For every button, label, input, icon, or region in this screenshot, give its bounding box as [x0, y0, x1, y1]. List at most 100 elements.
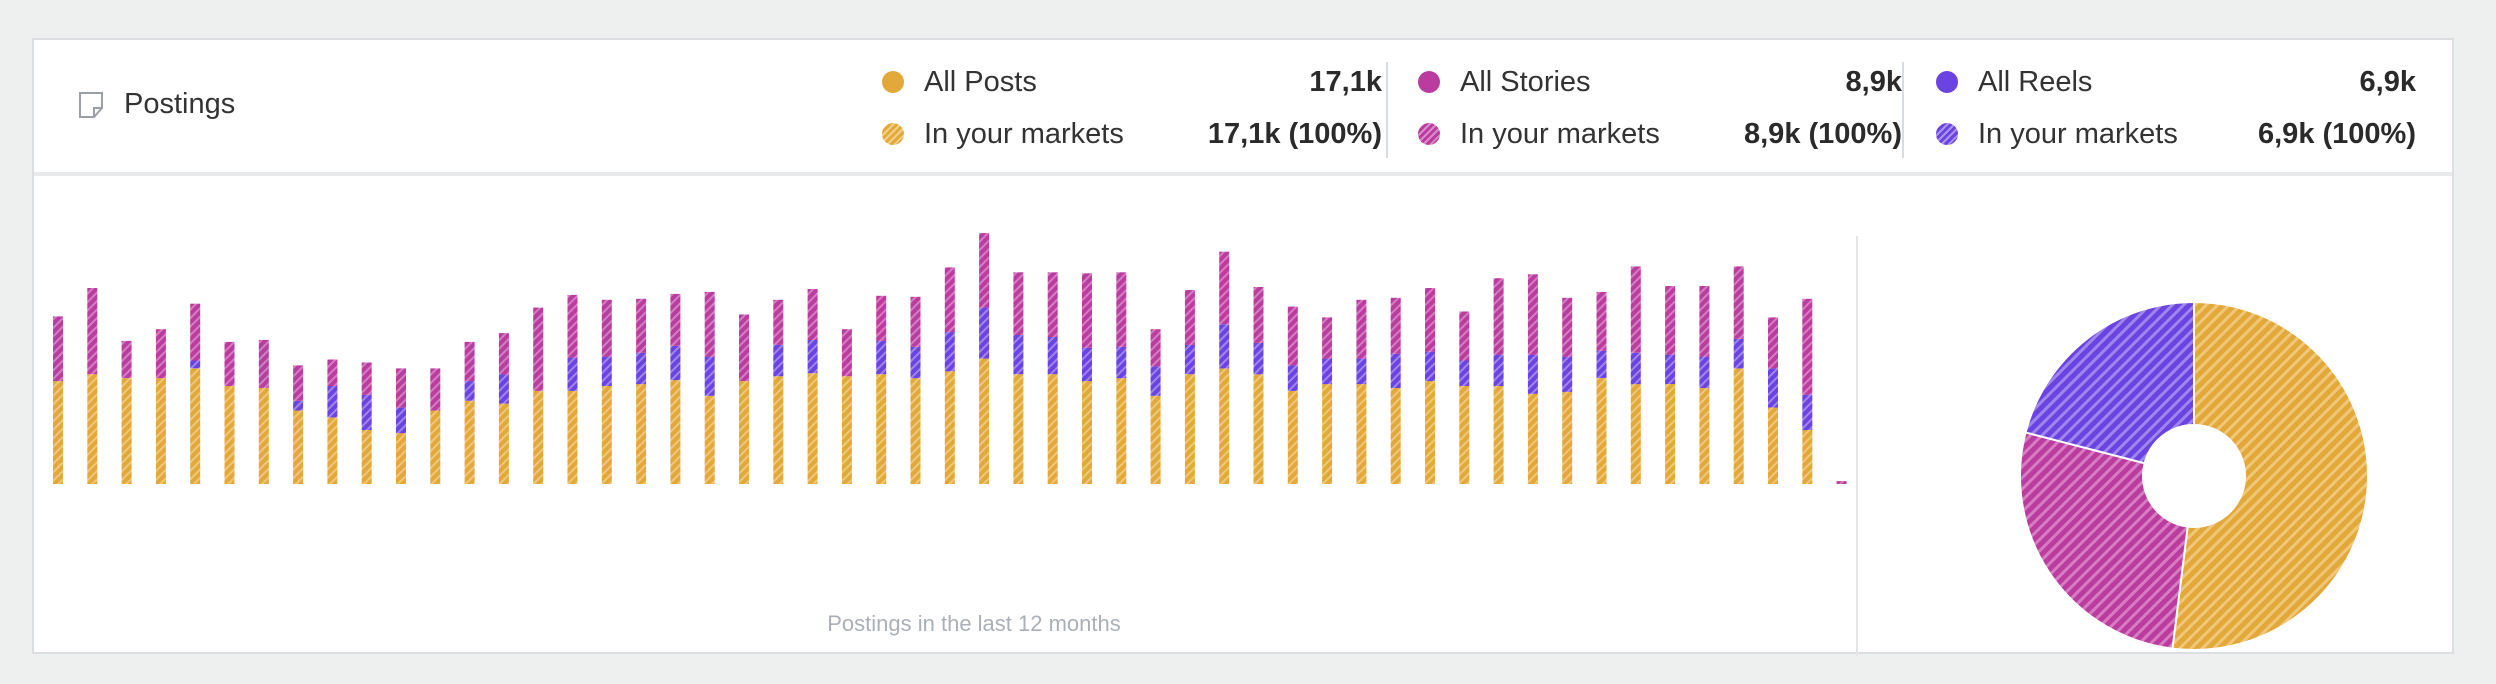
- bar-segment-all-posts[interactable]: [533, 390, 544, 484]
- bar-segment-all-reels[interactable]: [190, 360, 201, 369]
- bar-segment-all-stories[interactable]: [636, 298, 647, 353]
- bar-segment-all-stories[interactable]: [876, 295, 887, 341]
- bar-segment-all-stories[interactable]: [773, 299, 784, 345]
- bar-segment-all-reels[interactable]: [1562, 356, 1573, 392]
- bar-segment-all-posts[interactable]: [636, 384, 647, 484]
- legend-row-all-stories[interactable]: All Stories 8,9k: [1418, 60, 1902, 104]
- bar-segment-all-posts[interactable]: [224, 386, 235, 484]
- bar-segment-all-stories[interactable]: [704, 291, 715, 357]
- bar-segment-all-posts[interactable]: [1768, 407, 1778, 484]
- bar-segment-all-posts[interactable]: [1219, 368, 1230, 484]
- bar-segment-all-posts[interactable]: [430, 410, 441, 485]
- bar-segment-all-reels[interactable]: [704, 356, 715, 396]
- bar-segment-all-reels[interactable]: [1082, 347, 1092, 382]
- bar-segment-all-stories[interactable]: [1150, 329, 1161, 367]
- bar-segment-all-stories[interactable]: [1287, 306, 1298, 366]
- bar-segment-all-reels[interactable]: [1802, 394, 1813, 431]
- donut-slice-all-reels[interactable]: [2024, 300, 2195, 465]
- bar-segment-all-posts[interactable]: [1630, 384, 1641, 484]
- bar-segment-all-stories[interactable]: [567, 294, 578, 358]
- bar-segment-all-stories[interactable]: [464, 341, 475, 382]
- bar-segment-all-stories[interactable]: [1527, 274, 1538, 355]
- bar-segment-all-stories[interactable]: [327, 359, 338, 387]
- bar-segment-all-posts[interactable]: [1425, 381, 1435, 484]
- bar-segment-all-reels[interactable]: [361, 394, 372, 431]
- bar-segment-all-stories[interactable]: [1013, 272, 1024, 335]
- bar-segment-all-stories[interactable]: [1219, 251, 1230, 325]
- bar-segment-all-reels[interactable]: [670, 345, 681, 381]
- bar-segment-all-reels[interactable]: [601, 356, 612, 386]
- bar-segment-all-stories[interactable]: [1802, 298, 1813, 395]
- bar-segment-all-stories[interactable]: [224, 341, 235, 386]
- bar-segment-all-reels[interactable]: [1287, 365, 1298, 391]
- bar-segment-all-posts[interactable]: [190, 368, 201, 484]
- bar-segment-all-reels[interactable]: [1630, 352, 1641, 385]
- bar-segment-all-reels[interactable]: [944, 332, 955, 372]
- bar-segment-all-posts[interactable]: [1287, 390, 1298, 484]
- bar-segment-all-posts[interactable]: [155, 378, 166, 484]
- bar-segment-all-reels[interactable]: [1013, 335, 1024, 375]
- bar-segment-all-posts[interactable]: [876, 374, 887, 484]
- bar-segment-all-reels[interactable]: [1116, 346, 1127, 379]
- bar-segment-all-stories[interactable]: [1596, 291, 1607, 351]
- bar-segment-all-reels[interactable]: [1322, 358, 1333, 385]
- bar-segment-all-stories[interactable]: [293, 365, 304, 401]
- bar-segment-all-posts[interactable]: [1390, 388, 1401, 484]
- bar-segment-all-stories[interactable]: [1493, 278, 1504, 355]
- bar-segment-all-reels[interactable]: [1493, 354, 1504, 386]
- bar-segment-all-stories[interactable]: [1630, 266, 1641, 353]
- bar-segment-all-posts[interactable]: [1116, 378, 1127, 484]
- bar-segment-all-posts[interactable]: [601, 386, 612, 484]
- bar-segment-all-posts[interactable]: [773, 376, 784, 484]
- bar-segment-all-stories[interactable]: [1425, 288, 1435, 352]
- bar-segment-all-posts[interactable]: [670, 380, 681, 484]
- legend-row-all-reels[interactable]: All Reels 6,9k: [1936, 60, 2416, 104]
- bar-segment-all-stories[interactable]: [1665, 286, 1676, 355]
- bar-segment-all-stories[interactable]: [1184, 290, 1195, 345]
- bar-segment-all-stories[interactable]: [1082, 273, 1092, 348]
- bar-segment-all-posts[interactable]: [1082, 381, 1092, 484]
- bar-segment-all-stories[interactable]: [841, 329, 852, 377]
- bar-segment-all-reels[interactable]: [1253, 342, 1264, 375]
- bar-segment-all-stories[interactable]: [739, 314, 749, 382]
- legend-row-posts-in-markets[interactable]: In your markets 17,1k (100%): [882, 112, 1382, 156]
- bar-segment-all-stories[interactable]: [1322, 317, 1333, 359]
- bar-segment-all-stories[interactable]: [1356, 299, 1367, 359]
- legend-row-reels-in-markets[interactable]: In your markets 6,9k (100%): [1936, 112, 2416, 156]
- bar-segment-all-posts[interactable]: [739, 381, 749, 484]
- bar-segment-all-stories[interactable]: [1768, 317, 1778, 369]
- bar-segment-all-stories[interactable]: [1699, 286, 1710, 357]
- bar-segment-all-stories[interactable]: [155, 329, 166, 379]
- bar-segment-all-stories[interactable]: [258, 339, 269, 388]
- legend-row-stories-in-markets[interactable]: In your markets 8,9k (100%): [1418, 112, 1902, 156]
- bar-segment-all-posts[interactable]: [327, 417, 338, 484]
- bar-segment-all-reels[interactable]: [1733, 339, 1744, 369]
- bar-segment-all-reels[interactable]: [1150, 366, 1161, 396]
- bar-segment-all-reels[interactable]: [876, 340, 887, 375]
- bar-segment-all-posts[interactable]: [1356, 384, 1367, 484]
- bar-segment-all-stories[interactable]: [1459, 311, 1470, 361]
- bar-segment-all-reels[interactable]: [1425, 351, 1435, 382]
- bar-segment-all-posts[interactable]: [498, 403, 509, 484]
- bar-segment-all-posts[interactable]: [1665, 384, 1676, 484]
- bar-segment-all-stories[interactable]: [1562, 297, 1573, 357]
- bar-segment-all-posts[interactable]: [1802, 430, 1813, 484]
- bar-segment-all-posts[interactable]: [1733, 368, 1744, 484]
- bar-segment-all-stories[interactable]: [430, 368, 441, 411]
- bar-segment-all-stories[interactable]: [87, 288, 98, 375]
- bar-segment-all-posts[interactable]: [1253, 374, 1264, 484]
- bar-segment-all-stories[interactable]: [1836, 481, 1847, 484]
- bar-segment-all-posts[interactable]: [704, 395, 715, 484]
- bar-segment-all-reels[interactable]: [1219, 324, 1230, 369]
- bar-segment-all-stories[interactable]: [1390, 297, 1401, 354]
- bar-segment-all-reels[interactable]: [1047, 337, 1058, 375]
- bar-segment-all-posts[interactable]: [567, 390, 578, 484]
- bar-segment-all-stories[interactable]: [1047, 272, 1058, 337]
- bar-segment-all-posts[interactable]: [1047, 374, 1058, 484]
- legend-row-all-posts[interactable]: All Posts 17,1k: [882, 60, 1382, 104]
- bar-segment-all-stories[interactable]: [190, 303, 201, 361]
- bar-segment-all-reels[interactable]: [1768, 368, 1778, 408]
- bar-segment-all-posts[interactable]: [1699, 388, 1710, 484]
- bar-segment-all-stories[interactable]: [361, 362, 372, 395]
- bar-segment-all-posts[interactable]: [910, 378, 921, 484]
